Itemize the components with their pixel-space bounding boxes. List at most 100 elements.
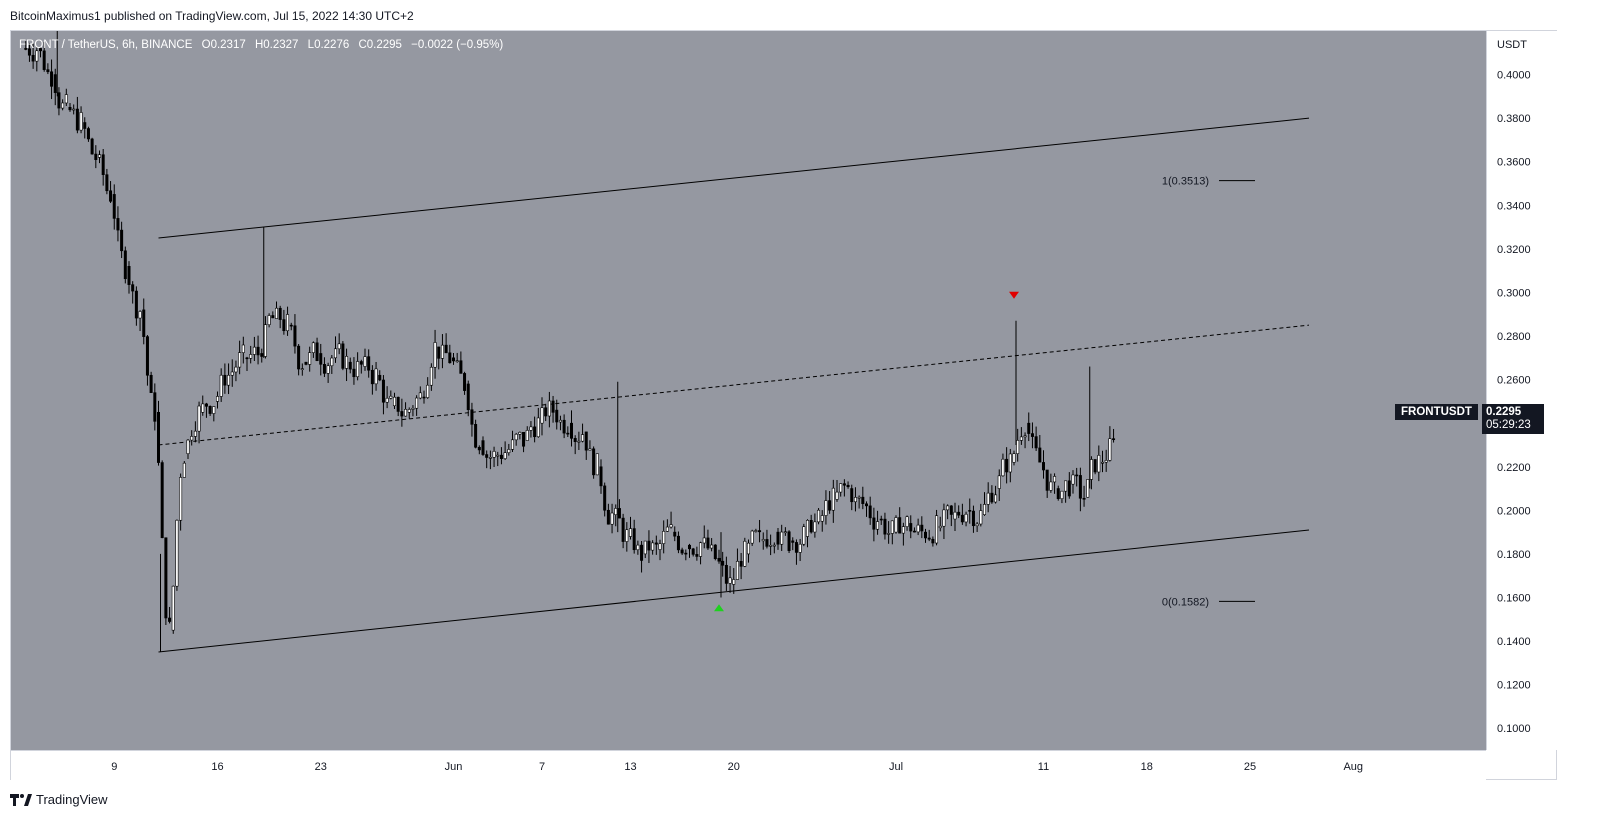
candle-body	[864, 503, 868, 507]
candle-body	[212, 406, 216, 414]
candle-body	[824, 500, 828, 516]
candle-body	[735, 561, 739, 580]
candle-body	[1082, 497, 1086, 500]
candle-body	[890, 520, 894, 534]
candle-body	[695, 554, 699, 557]
candle-body	[595, 453, 599, 476]
candle-body	[256, 346, 260, 356]
price-chart[interactable]: 1(0.3513) 0(0.1582)	[11, 31, 1486, 750]
candle-body	[820, 515, 824, 522]
candle-body	[625, 529, 629, 542]
candle-body	[1071, 474, 1075, 485]
candle-body	[662, 531, 666, 544]
price-tick-label: 0.2800	[1497, 331, 1531, 343]
candle-body	[861, 496, 865, 504]
candle-body	[131, 284, 135, 292]
candle-body	[61, 102, 65, 109]
candle-body	[691, 548, 695, 555]
candle-body	[79, 112, 83, 131]
time-tick-label: Aug	[1343, 761, 1363, 773]
candle-body	[868, 505, 872, 519]
candle-body	[263, 324, 267, 357]
candle-body	[385, 397, 389, 403]
candle-body	[333, 348, 337, 359]
price-tick-label: 0.3400	[1497, 200, 1531, 212]
last-price-badge: 0.2295 05:29:23	[1482, 404, 1544, 434]
candle-body	[193, 430, 197, 437]
candle-body	[676, 535, 680, 551]
time-axis[interactable]: 9 16 23 Jun 7 13 20 Jul 11 18 25 Aug	[11, 750, 1486, 780]
channel-middle-line	[158, 324, 1310, 446]
candle-body	[839, 483, 843, 493]
candle-body	[610, 512, 614, 525]
price-tick-label: 0.1000	[1497, 723, 1531, 735]
candle-body	[274, 307, 278, 319]
candle-body	[1001, 458, 1005, 477]
candle-body	[905, 516, 909, 527]
candle-body	[35, 50, 39, 62]
candle-body	[392, 396, 396, 407]
candle-body	[798, 543, 802, 553]
candle-body	[197, 405, 201, 432]
candle-body	[898, 517, 902, 534]
candle-body	[654, 542, 658, 545]
candle-body	[835, 491, 839, 500]
candle-body	[50, 71, 54, 87]
candle-body	[474, 424, 478, 448]
candle-body	[83, 122, 87, 129]
candle-body	[507, 449, 511, 453]
candle-body	[529, 426, 533, 431]
candle-body	[271, 315, 275, 319]
plot-area[interactable]: 1(0.3513) 0(0.1582) FRONT / TetherUS, 6h,…	[11, 31, 1486, 750]
price-tick-label: 0.2000	[1497, 505, 1531, 517]
candle-body	[120, 229, 124, 252]
candle-body	[603, 485, 607, 511]
candle-body	[853, 497, 857, 503]
candle-body	[960, 514, 964, 523]
candle-body	[1023, 435, 1027, 438]
price-axis[interactable]: USDT 0.4000 0.3800 0.3600 0.3400 0.3200 0.3000…	[1486, 31, 1557, 750]
candle-body	[186, 439, 190, 454]
candle-body	[90, 138, 94, 155]
candle-body	[1042, 462, 1046, 471]
candle-body	[389, 395, 393, 399]
price-tick-label: 0.1800	[1497, 549, 1531, 561]
candle-body	[1008, 453, 1012, 473]
candle-body	[684, 552, 688, 555]
candle-body	[68, 106, 72, 111]
candle-body	[990, 492, 994, 503]
chart-frame[interactable]: 1(0.3513) 0(0.1582) FRONT / TetherUS, 6h,…	[10, 30, 1557, 780]
candle-body	[404, 409, 408, 417]
change-value: −0.0022 (−0.95%)	[411, 39, 504, 51]
candle-body	[923, 531, 927, 539]
candle-body	[463, 373, 467, 391]
candle-body	[138, 311, 142, 319]
candle-body	[164, 537, 168, 619]
candle-body	[728, 577, 732, 584]
symbol-title[interactable]: FRONT / TetherUS, 6h, BINANCE	[19, 39, 193, 51]
candle-body	[46, 69, 50, 73]
candle-body	[53, 74, 57, 93]
candle-body	[411, 407, 415, 410]
candle-body	[887, 533, 891, 535]
candle-body	[769, 544, 773, 547]
candle-body	[168, 617, 172, 622]
candle-body	[968, 510, 972, 512]
bar-countdown: 05:29:23	[1486, 419, 1531, 431]
candle-body	[149, 374, 153, 393]
candle-body	[1030, 433, 1034, 437]
candle-body	[1012, 453, 1016, 463]
candle-body	[1101, 461, 1105, 464]
fib-level-label: 0(0.1582)	[1162, 596, 1209, 608]
candle-body	[308, 352, 312, 365]
candle-body	[289, 324, 293, 327]
brand-footer[interactable]: TradingView	[10, 792, 108, 807]
candle-body	[994, 494, 998, 503]
candle-body	[776, 531, 780, 545]
candle-body	[1067, 480, 1071, 497]
candle-body	[179, 477, 183, 521]
sell-marker-icon	[1009, 291, 1019, 299]
candle-body	[533, 426, 537, 438]
candle-body	[182, 462, 186, 478]
candle-body	[440, 344, 444, 359]
